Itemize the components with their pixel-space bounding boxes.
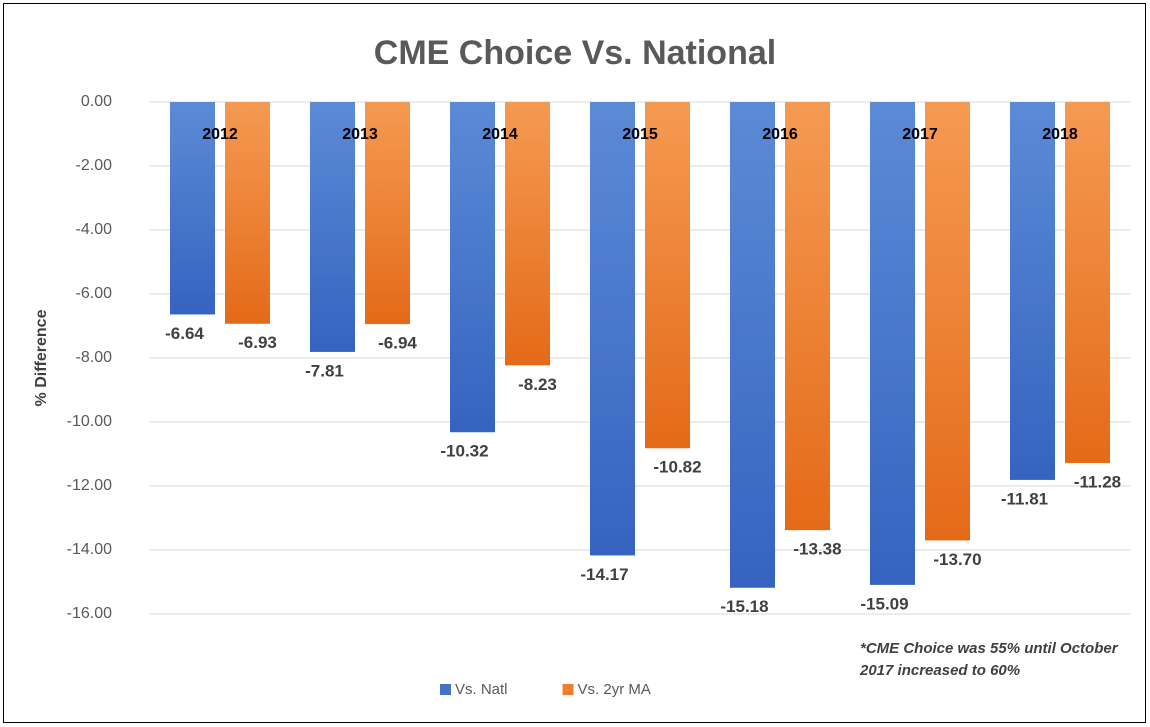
y-tick-label: -12.00 (67, 477, 112, 494)
y-tick-label: -16.00 (67, 605, 112, 622)
category-label: 2012 (202, 126, 238, 143)
annotation: *CME Choice was 55% until October 2017 i… (860, 640, 1118, 679)
data-label: -15.18 (720, 597, 768, 616)
bar (870, 102, 915, 585)
y-tick-label: -2.00 (76, 157, 113, 174)
legend-swatch (562, 684, 574, 695)
data-label: -8.23 (518, 375, 557, 394)
data-label: -6.64 (165, 324, 204, 343)
data-label: -15.09 (860, 594, 908, 613)
data-label: -6.93 (238, 333, 277, 352)
data-label: -13.38 (793, 540, 841, 559)
bar (310, 102, 355, 352)
legend-swatch (440, 684, 451, 695)
data-label: -11.28 (1074, 472, 1121, 491)
bar (505, 102, 550, 366)
bar (450, 102, 495, 433)
y-axis-title: % Difference (33, 309, 50, 406)
data-label: -7.81 (305, 361, 344, 380)
category-label: 2016 (762, 126, 798, 143)
legend-label: Vs. Natl (455, 681, 508, 698)
legend-label: Vs. 2yr MA (578, 681, 651, 698)
data-label: -14.17 (580, 565, 628, 584)
y-tick-label: -10.00 (67, 413, 112, 430)
bar (225, 102, 270, 324)
data-label: -13.70 (933, 550, 981, 569)
y-tick-label: -6.00 (76, 285, 113, 302)
y-tick-label: -14.00 (67, 541, 112, 558)
bar (730, 102, 775, 588)
y-tick-label: -8.00 (76, 349, 113, 366)
bar (645, 102, 690, 449)
data-label: -10.82 (653, 458, 701, 477)
bar (1065, 102, 1110, 463)
data-label: -10.32 (440, 442, 488, 461)
data-label: -11.81 (1001, 489, 1048, 508)
chart-title: CME Choice Vs. National (374, 34, 776, 72)
bar (925, 102, 970, 541)
bar (365, 102, 410, 325)
category-label: 2013 (342, 126, 378, 143)
category-label: 2017 (902, 126, 938, 143)
y-tick-label: -4.00 (76, 221, 113, 238)
bar (785, 102, 830, 531)
bar (170, 102, 215, 315)
data-label: -6.94 (378, 334, 417, 353)
bar (1010, 102, 1055, 480)
category-label: 2018 (1042, 126, 1078, 143)
category-label: 2015 (622, 126, 658, 143)
bar (590, 102, 635, 556)
y-tick-label: 0.00 (81, 93, 112, 110)
category-label: 2014 (482, 126, 518, 143)
